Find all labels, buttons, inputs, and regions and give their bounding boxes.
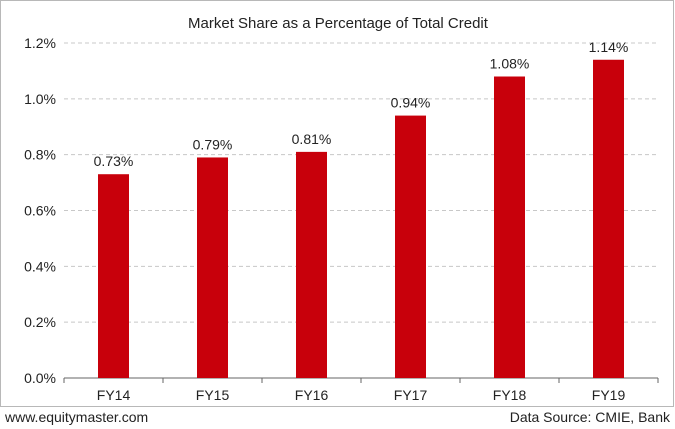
bar	[296, 151, 327, 378]
bar	[494, 76, 525, 378]
x-tick-label: FY18	[493, 387, 527, 403]
bars	[98, 59, 624, 378]
bar	[98, 174, 129, 378]
y-tick-label: 1.0%	[24, 91, 56, 107]
y-tick-label: 0.0%	[24, 370, 56, 386]
gridlines	[64, 42, 658, 323]
x-tick-label: FY15	[196, 387, 230, 403]
bar	[197, 157, 228, 378]
bar	[593, 59, 624, 378]
x-tick-label: FY17	[394, 387, 428, 403]
y-tick-label: 0.4%	[24, 258, 56, 274]
footer-source: Data Source: CMIE, Bank	[509, 409, 670, 425]
data-label: 0.94%	[391, 95, 431, 111]
y-tick-label: 0.6%	[24, 203, 56, 219]
footer-website: www.equitymaster.com	[5, 409, 149, 425]
y-tick-label: 0.8%	[24, 147, 56, 163]
chart-title: Market Share as a Percentage of Total Cr…	[188, 15, 489, 32]
y-tick-label: 0.2%	[24, 314, 56, 330]
x-tick-label: FY14	[97, 387, 131, 403]
data-label: 0.81%	[292, 131, 332, 147]
data-labels: 0.73% 0.79% 0.81% 0.94% 1.08% 1.14%	[94, 39, 629, 169]
axes: 0.0% 0.2% 0.4% 0.6% 0.8% 1.0% 1.2% FY14 FY15 FY16…	[24, 35, 659, 403]
bar	[395, 115, 426, 378]
x-tick-label: FY19	[592, 387, 626, 403]
data-label: 0.73%	[94, 153, 134, 169]
chart-frame: Market Share as a Percentage of Total Cr…	[0, 0, 674, 407]
data-label: 0.79%	[193, 136, 233, 152]
x-tick-label: FY16	[295, 387, 329, 403]
data-label: 1.14%	[589, 39, 629, 55]
bar-chart: Market Share as a Percentage of Total Cr…	[24, 15, 659, 403]
y-tick-label: 1.2%	[24, 35, 56, 51]
data-label: 1.08%	[490, 56, 530, 72]
